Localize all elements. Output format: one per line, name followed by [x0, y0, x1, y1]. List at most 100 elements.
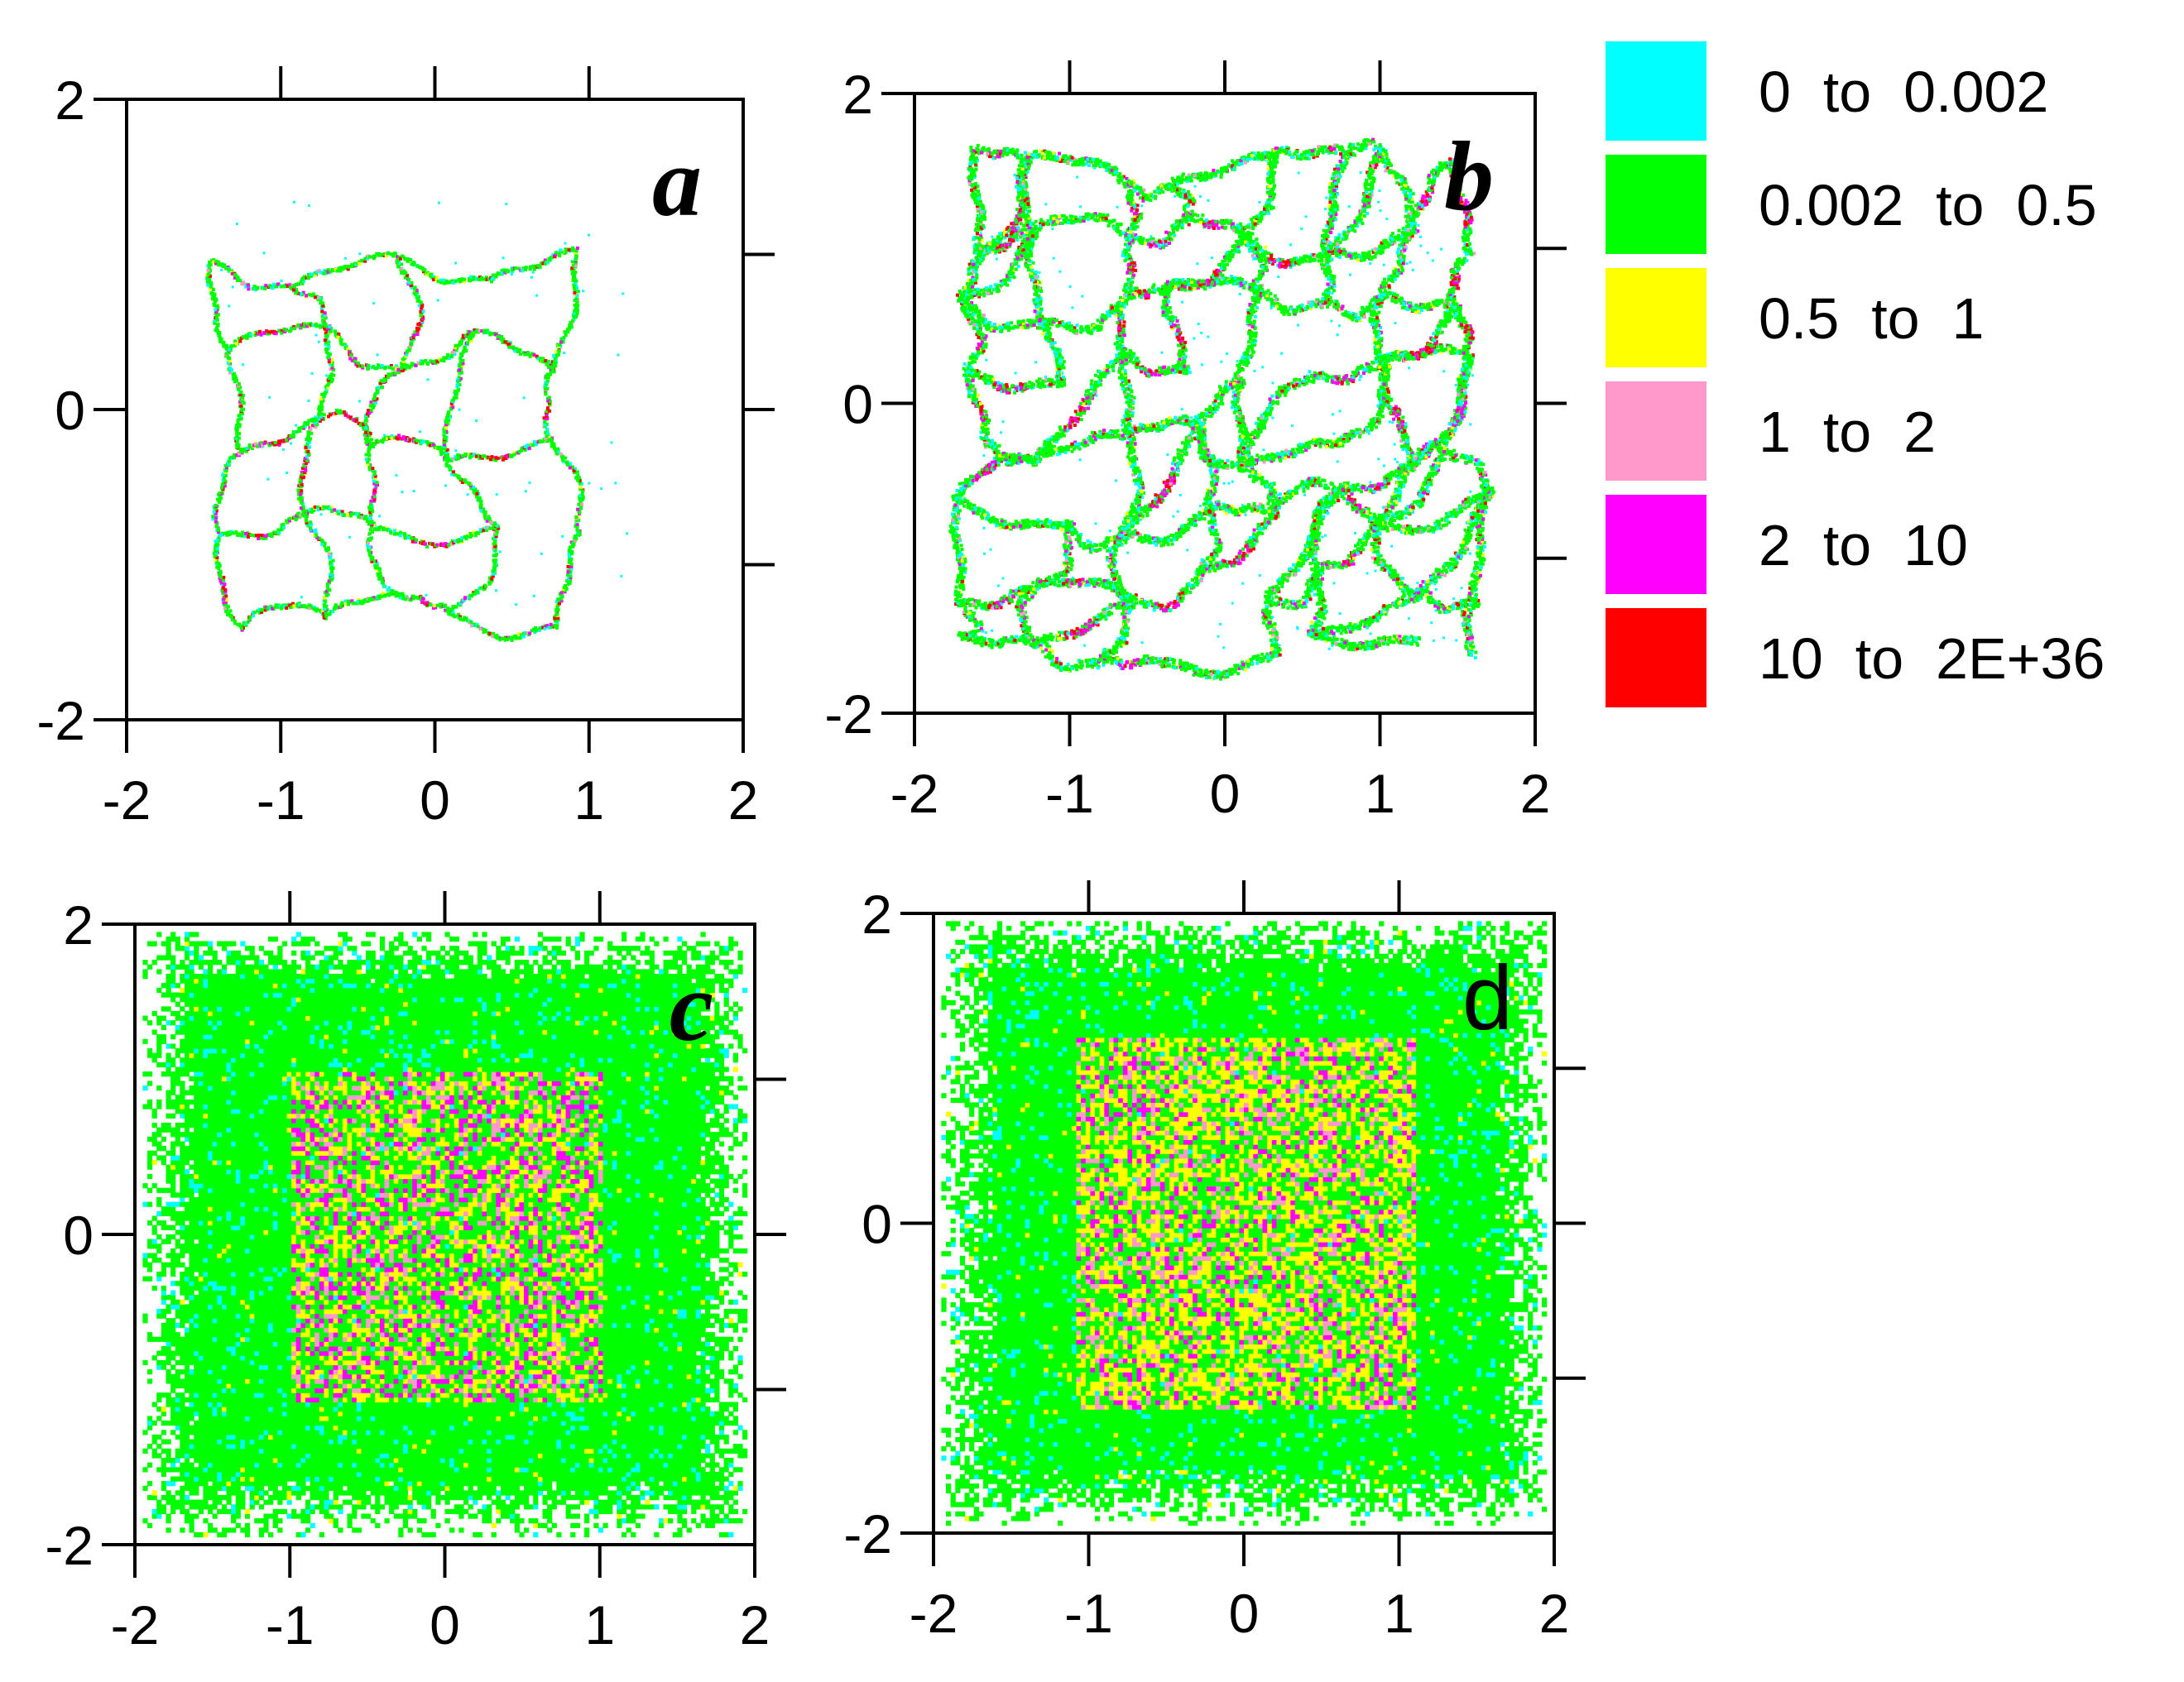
data-point [228, 367, 232, 370]
data-point [400, 367, 403, 370]
data-point [388, 366, 391, 369]
data-point [420, 601, 424, 604]
data-point [217, 323, 220, 326]
data-point [502, 637, 506, 640]
data-point [408, 438, 411, 442]
data-point [406, 351, 409, 354]
data-point [459, 360, 463, 363]
data-point [358, 600, 362, 603]
data-point [346, 513, 349, 516]
data-point [410, 536, 413, 539]
data-point [300, 476, 304, 479]
data-point [448, 611, 451, 615]
data-point [414, 285, 417, 289]
data-point [366, 367, 369, 371]
data-point [569, 582, 572, 585]
data-point [241, 531, 244, 534]
data-point [511, 345, 515, 348]
data-point [557, 349, 560, 352]
data-point [216, 498, 219, 501]
data-point [308, 445, 311, 448]
data-point [327, 356, 330, 359]
data-point [386, 588, 390, 592]
data-point [488, 332, 492, 335]
data-point [470, 332, 473, 335]
data-point [429, 603, 432, 606]
data-point [546, 372, 550, 376]
data-point [453, 615, 456, 618]
data-point [319, 302, 322, 305]
data-point [391, 437, 394, 440]
data-point [555, 612, 559, 616]
data-point [282, 525, 286, 529]
data-point [436, 446, 439, 449]
data-point [238, 340, 242, 343]
data-point [561, 595, 564, 598]
data-point [424, 542, 427, 545]
data-point [514, 637, 517, 640]
data-point [579, 507, 583, 510]
data-point [324, 347, 328, 351]
data-point [249, 333, 252, 337]
data-point [340, 601, 343, 605]
data-point [364, 431, 367, 434]
data-point [574, 515, 578, 519]
data-point [479, 503, 482, 506]
data-point [293, 327, 296, 330]
data-point [445, 454, 449, 458]
data-point [415, 327, 419, 330]
data-point [436, 544, 439, 547]
data-point [381, 364, 384, 367]
data-point [304, 513, 307, 516]
data-point [365, 441, 368, 444]
data-point [575, 255, 578, 258]
data-point [454, 395, 458, 399]
data-point [397, 371, 401, 374]
panel-a-points [205, 201, 628, 642]
data-point [377, 440, 380, 443]
data-point [216, 565, 219, 568]
data-point [320, 309, 324, 313]
data-point [420, 304, 424, 308]
data-point [415, 539, 418, 542]
data-point [433, 604, 436, 607]
data-point [228, 460, 231, 463]
data-point [320, 412, 324, 415]
data-point [484, 510, 487, 514]
data-point [410, 281, 414, 285]
data-point [236, 428, 239, 431]
data-point [371, 403, 374, 406]
data-point [320, 405, 324, 409]
data-point [218, 534, 221, 537]
data-point [396, 438, 400, 441]
data-point [285, 438, 288, 442]
data-point [209, 264, 212, 267]
data-point [443, 605, 446, 608]
data-point [566, 573, 569, 577]
data-point [442, 359, 445, 362]
data-point [352, 601, 355, 605]
data-point [479, 509, 482, 512]
data-point [224, 610, 228, 613]
data-point [214, 516, 218, 520]
data-point [274, 531, 277, 534]
data-point [240, 534, 243, 538]
data-point [528, 447, 531, 450]
data-point [369, 528, 372, 531]
data-point [355, 419, 358, 422]
data-point [576, 474, 579, 477]
data-point [371, 467, 374, 470]
data-point [484, 585, 487, 588]
data-point [476, 591, 479, 594]
data-point [306, 450, 310, 453]
data-point [470, 534, 473, 537]
data-point [364, 426, 367, 429]
data-point [228, 347, 231, 351]
data-point [569, 547, 572, 550]
data-point [426, 362, 430, 366]
data-point [280, 607, 283, 611]
data-point [476, 531, 479, 534]
data-point [560, 455, 564, 458]
data-point [581, 492, 584, 496]
